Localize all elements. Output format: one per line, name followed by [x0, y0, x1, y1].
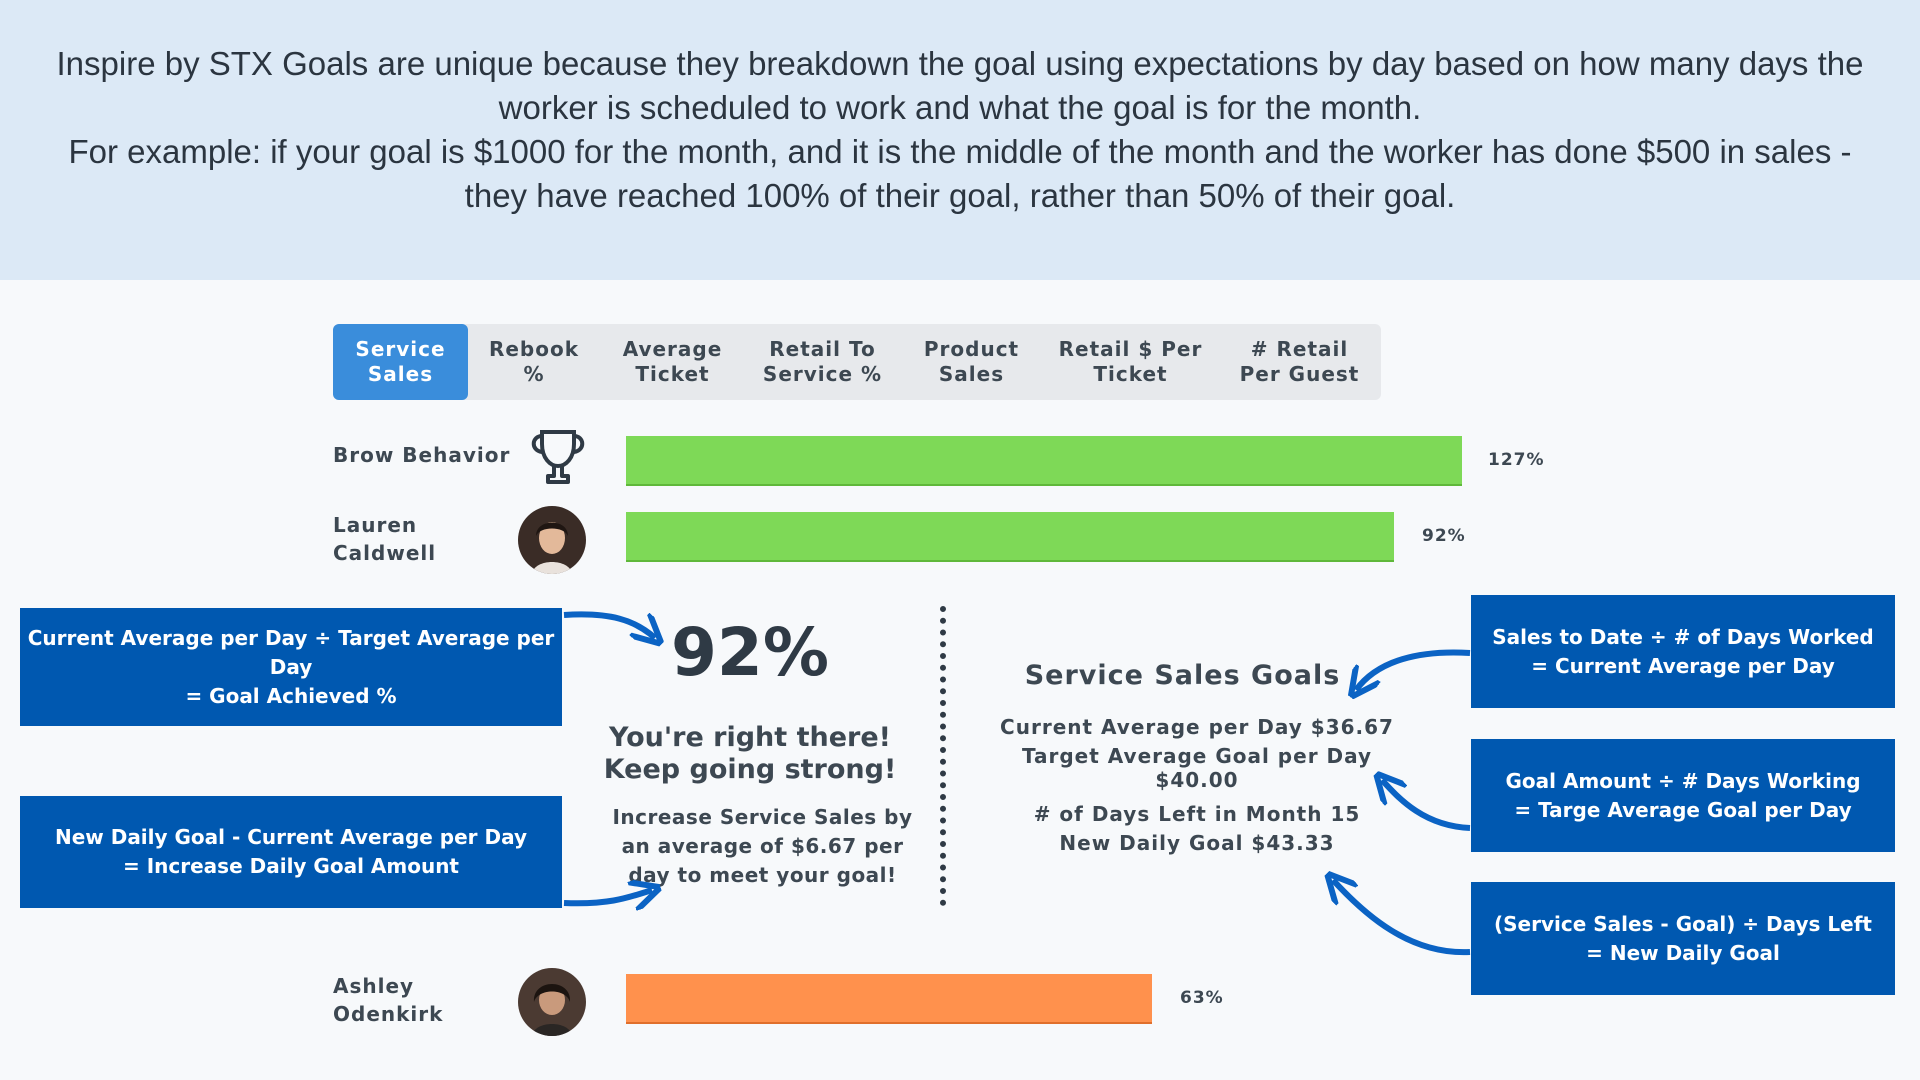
row-name: Ashley Odenkirk — [333, 974, 444, 1026]
tab-average-ticket[interactable]: Average Ticket — [622, 337, 723, 386]
intro-text-2: For example: if your goal is $1000 for t… — [68, 133, 1852, 214]
tab-retail-per-guest[interactable]: # Retail Per Guest — [1239, 337, 1360, 386]
tab-retail-to-service[interactable]: Retail To Service % — [762, 337, 883, 386]
target-average: Target Average Goal per Day $40.00 — [1021, 744, 1373, 792]
percent-label: 63% — [1180, 988, 1224, 1008]
progress-bar — [626, 436, 1462, 486]
new-daily-goal: New Daily Goal $43.33 — [1059, 831, 1335, 855]
trophy-icon — [528, 428, 588, 486]
encouragement-headline: You're right there! Keep going strong! — [603, 722, 897, 785]
row-name: Brow Behavior — [333, 443, 511, 467]
increase-message: Increase Service Sales by an average of … — [612, 805, 913, 887]
avatar[interactable] — [518, 506, 586, 574]
tab-product-sales[interactable]: Product Sales — [923, 337, 1020, 386]
progress-bar — [626, 974, 1152, 1024]
arrow-icon — [1333, 880, 1471, 956]
tab-service-sales[interactable]: Service Sales — [333, 324, 468, 400]
intro-text-1: Inspire by STX Goals are unique because … — [56, 45, 1864, 126]
callout-target-average: Goal Amount ÷ # Days Working = Targe Ave… — [1471, 739, 1895, 852]
progress-bar — [626, 512, 1394, 562]
callout-new-daily-goal: (Service Sales - Goal) ÷ Days Left = New… — [1471, 882, 1895, 995]
arrow-icon — [1356, 649, 1471, 690]
current-average: Current Average per Day $36.67 — [1000, 715, 1394, 739]
goal-percent: 92% — [671, 614, 829, 691]
percent-label: 92% — [1422, 526, 1466, 546]
arrow-icon — [563, 890, 652, 903]
days-left: # of Days Left in Month 15 — [1033, 802, 1361, 826]
metric-tabs: Service Sales Rebook % Average Ticket Re… — [333, 324, 1381, 400]
arrow-icon — [563, 611, 655, 638]
tab-rebook[interactable]: Rebook % — [488, 337, 580, 386]
goals-title: Service Sales Goals — [1024, 660, 1341, 691]
row-name: Lauren Caldwell — [333, 513, 437, 565]
intro-banner: Inspire by STX Goals are unique because … — [0, 0, 1920, 280]
divider — [940, 606, 946, 906]
callout-increase-amount: New Daily Goal - Current Average per Day… — [20, 796, 562, 908]
callout-goal-achieved: Current Average per Day ÷ Target Average… — [20, 608, 562, 726]
avatar[interactable] — [518, 968, 586, 1036]
callout-current-average: Sales to Date ÷ # of Days Worked = Curre… — [1471, 595, 1895, 708]
tab-retail-per-ticket[interactable]: Retail $ Per Ticket — [1058, 337, 1203, 386]
percent-label: 127% — [1488, 450, 1545, 470]
